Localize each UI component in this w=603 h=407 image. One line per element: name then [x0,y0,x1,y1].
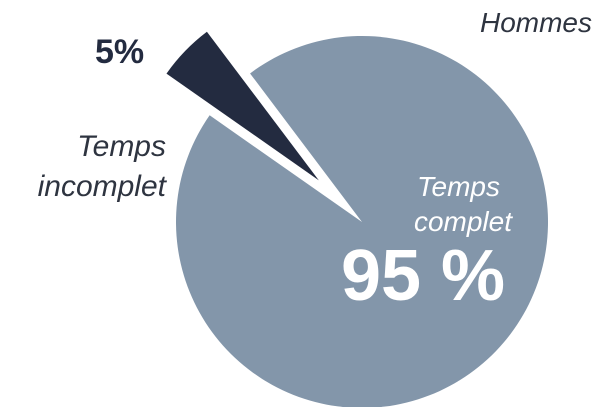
pie-slice-temps-complet[interactable] [176,36,548,407]
slice-small-value-label: 5% [95,33,144,71]
slice-main-name-line2: complet [414,206,513,237]
pie-slice-temps-incomplet[interactable] [166,31,319,181]
slice-main-name-line1: Temps [417,171,500,202]
chart-title: Hommes [480,7,592,38]
slice-main-value-label: 95 % [341,236,505,316]
slice-small-name-line2: incomplet [38,170,168,203]
slice-small-name-line1: Temps [77,130,166,163]
